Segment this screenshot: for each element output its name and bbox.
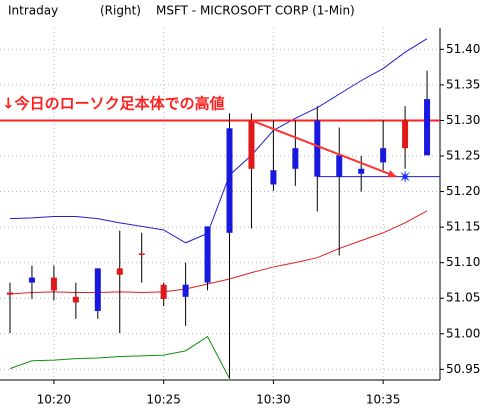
indicator-line [9,38,428,244]
candle-body [270,170,277,185]
candle-body [424,99,431,156]
y-tick-label: 51.30 [446,113,480,127]
candle-body [182,284,189,297]
y-tick-label: 51.35 [446,77,480,91]
candle-body [50,277,57,291]
y-tick-label: 50.95 [446,362,480,376]
candle-body [7,292,13,295]
y-tick-label: 51.10 [446,255,480,269]
y-tick-label: 51.40 [446,42,480,56]
x-tick-label: 10:35 [366,393,401,407]
candle-body [314,120,321,177]
candle-body [160,284,167,299]
header-intraday: Intraday [8,4,58,18]
x-tick-label: 10:20 [37,393,72,407]
arrow-head [387,170,397,178]
candle-body [28,277,35,283]
y-tick-label: 51.20 [446,184,480,198]
candle-body [380,148,387,163]
candle-body [402,120,409,149]
candle-body [358,168,365,174]
indicator-line [9,210,428,295]
candle-body [138,253,145,255]
star-marker [398,169,413,184]
candle-body [94,268,101,312]
candle-body [204,226,211,283]
x-tick-label: 10:25 [146,393,181,407]
y-tick-label: 51.00 [446,326,480,340]
arrow [251,119,397,178]
y-tick-label: 51.25 [446,149,480,163]
candle-body [336,155,343,177]
header-symbol: MSFT - MICROSOFT CORP (1-Min) [156,4,355,18]
annotation: ↓今日のローソク足本体での高値 [2,95,225,113]
indicator-line [9,335,230,379]
x-tick-label: 10:30 [256,393,291,407]
y-tick-label: 51.15 [446,220,480,234]
candle-body [116,268,123,275]
candle-body [248,120,255,169]
candle-body [72,296,79,303]
candle-body [226,128,233,233]
candle-body [292,148,299,169]
header-side: (Right) [100,4,141,18]
y-tick-label: 51.05 [446,291,480,305]
